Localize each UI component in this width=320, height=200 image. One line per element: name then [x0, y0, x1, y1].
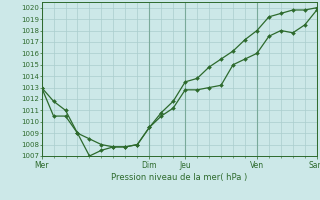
X-axis label: Pression niveau de la mer( hPa ): Pression niveau de la mer( hPa )	[111, 173, 247, 182]
